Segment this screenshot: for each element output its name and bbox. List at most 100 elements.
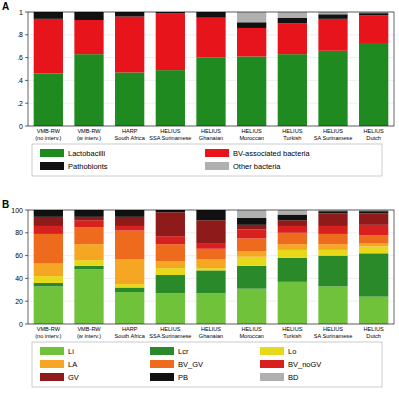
bar-segment <box>278 250 307 258</box>
legend-swatch <box>260 373 284 381</box>
bar-segment <box>237 251 266 257</box>
bar-segment <box>74 266 103 269</box>
bar-segment <box>156 236 185 244</box>
bar-segment <box>196 270 225 293</box>
bar-segment <box>278 12 307 18</box>
label-line: HELIUS <box>364 128 384 134</box>
bar-segment <box>318 256 347 287</box>
tick <box>25 126 28 127</box>
label-line: Ghanaian <box>199 135 223 141</box>
bar-segment <box>196 259 225 268</box>
bar-segment <box>196 58 225 126</box>
label-line: Ghanaian <box>199 333 223 339</box>
bar-segment <box>318 211 347 213</box>
label-line: (no interv.) <box>35 333 61 339</box>
bar-segment <box>34 276 63 283</box>
legend-swatch <box>260 360 284 368</box>
bar-segment <box>278 244 307 250</box>
bar-segment <box>115 17 144 73</box>
bar-segment <box>34 217 63 226</box>
legend-label: GV <box>68 373 79 382</box>
bar-segment <box>237 257 266 266</box>
tick <box>25 278 28 279</box>
category-label: HELIUSTurkish <box>282 326 302 339</box>
bar-segment <box>156 244 185 261</box>
bar-segment <box>196 249 225 259</box>
label-line: Turkish <box>283 135 301 141</box>
bar-segment <box>359 235 388 243</box>
legend-box <box>32 144 382 176</box>
legend-swatch <box>40 149 64 157</box>
bar-segment <box>196 220 225 243</box>
legend-label: Li <box>68 347 74 356</box>
category-label: VMB-RW(no interv.) <box>35 326 61 339</box>
bar-segment <box>318 12 347 14</box>
tick-label: .4 <box>17 77 23 84</box>
bar-segment <box>34 19 63 74</box>
label-line: HELIUS <box>364 326 384 332</box>
label-line: HELIUS <box>201 128 221 134</box>
label-line: HELIUS <box>242 326 262 332</box>
legend-swatch <box>260 347 284 355</box>
tick-label: 60 <box>15 252 23 259</box>
tick <box>25 12 28 13</box>
tick <box>25 103 28 104</box>
legend-swatch <box>150 347 174 355</box>
category-label: HELIUSDutch <box>364 128 384 141</box>
plot-frame <box>28 210 394 324</box>
legend-label: BV-associated bacteria <box>233 149 311 158</box>
bar-segment <box>237 225 266 230</box>
category-label: HELIUSDutch <box>364 326 384 339</box>
bar-segment <box>196 12 225 18</box>
bar-segment <box>74 260 103 266</box>
label-line: HARP <box>122 326 138 332</box>
legend-label: LA <box>68 360 77 369</box>
bar-segment <box>115 259 144 284</box>
bar-segment <box>156 70 185 126</box>
tick-label: .6 <box>17 54 23 61</box>
bar-segment <box>278 54 307 126</box>
bars <box>34 12 389 126</box>
bar-segment <box>115 292 144 324</box>
tick-label: 20 <box>15 298 23 305</box>
label-line: HELIUS <box>323 128 343 134</box>
bar-segment <box>34 210 63 217</box>
tick-label: 80 <box>15 229 23 236</box>
legend-label: Lactobacilli <box>68 149 105 158</box>
legend-swatch <box>150 373 174 381</box>
bar-segment <box>318 286 347 324</box>
label-line: SA Surinamese <box>314 135 353 141</box>
label-line: Moroccan <box>239 333 264 339</box>
bar-segment <box>74 244 103 260</box>
bar-segment <box>318 19 347 51</box>
legend-swatch <box>205 149 229 157</box>
bar-segment <box>359 253 388 296</box>
category-label: HELIUSMoroccan <box>239 128 264 141</box>
bar-segment <box>115 210 144 217</box>
figure: A0.2.4.6.81VMB-RW(no interv.)VMB-RW(w in… <box>0 0 399 400</box>
label-line: HELIUS <box>282 128 302 134</box>
tick <box>25 34 28 35</box>
legend-swatch <box>40 360 64 368</box>
bar-segment <box>318 244 347 250</box>
bar-segment <box>278 226 307 233</box>
legend-label: Pathobionts <box>68 162 108 171</box>
bar-segment <box>115 231 144 260</box>
bar-segment <box>34 12 63 19</box>
bar-segment <box>237 218 266 225</box>
bar-segment <box>278 220 307 226</box>
tick-label: 1 <box>19 9 23 16</box>
label-line: South Africa <box>115 333 146 339</box>
bar-segment <box>156 212 185 236</box>
label-line: HARP <box>122 128 138 134</box>
bar-segment <box>115 288 144 293</box>
bar-segment <box>156 293 185 324</box>
bar-segment <box>34 286 63 324</box>
tick-label: 0 <box>19 123 23 130</box>
category-label: VMB-RW(w interv.) <box>77 326 101 339</box>
bar-segment <box>237 266 266 289</box>
tick-label: 100 <box>11 207 23 214</box>
bar-segment <box>237 56 266 126</box>
bar-segment <box>278 258 307 282</box>
label-line: HELIUS <box>201 326 221 332</box>
